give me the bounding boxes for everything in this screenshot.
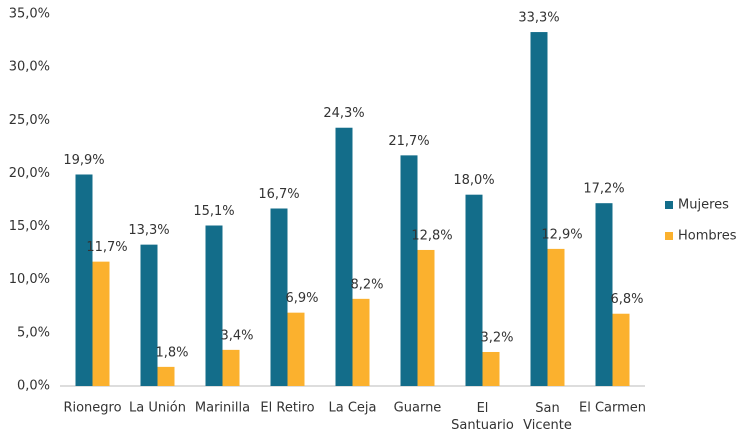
data-label: 12,8% [411, 228, 452, 243]
data-label: 3,2% [480, 330, 513, 345]
data-label: 17,2% [583, 182, 624, 197]
bar [400, 155, 418, 386]
y-tick-label: 30,0% [9, 60, 50, 75]
x-tick-label: Guarne [394, 401, 442, 416]
data-label: 16,7% [258, 187, 299, 202]
y-tick-label: 5,0% [17, 325, 50, 340]
data-label: 13,3% [128, 223, 169, 238]
bar [75, 174, 93, 386]
data-label: 6,8% [610, 292, 643, 307]
y-tick-label: 0,0% [17, 379, 50, 394]
data-label: 15,1% [193, 204, 234, 219]
bar [417, 249, 435, 386]
y-tick-label: 20,0% [9, 166, 50, 181]
data-label: 18,0% [453, 173, 494, 188]
data-label: 12,9% [541, 227, 582, 242]
y-tick-label: 10,0% [9, 272, 50, 287]
y-tick-label: 15,0% [9, 219, 50, 234]
bar [140, 244, 158, 386]
x-tick-label: San Vicente [523, 401, 572, 433]
legend-label: Hombres [678, 229, 737, 244]
bar [92, 261, 110, 386]
legend-swatch [665, 201, 673, 209]
bar [205, 225, 223, 386]
data-label: 21,7% [388, 134, 429, 149]
legend-swatch [665, 232, 673, 240]
data-label: 6,9% [285, 291, 318, 306]
bar [352, 298, 370, 386]
bar [612, 313, 630, 386]
data-label: 33,3% [518, 11, 559, 26]
data-label: 1,8% [155, 345, 188, 360]
bar [547, 248, 565, 386]
data-label: 19,9% [63, 153, 104, 168]
x-tick-label: El Retiro [260, 401, 314, 416]
bar [482, 351, 500, 386]
x-tick-label: La Ceja [329, 401, 377, 416]
bar [335, 127, 353, 387]
x-tick-label: La Unión [129, 401, 186, 416]
legend-label: Mujeres [678, 198, 729, 213]
bar [157, 366, 175, 386]
bar [530, 32, 548, 386]
x-tick-label: Marinilla [195, 401, 250, 416]
x-tick-label: El Carmen [579, 401, 646, 416]
x-tick-label: El Santuario [451, 401, 514, 433]
data-label: 24,3% [323, 106, 364, 121]
data-label: 11,7% [86, 240, 127, 255]
x-tick-label: Rionegro [63, 401, 121, 416]
bar [595, 203, 613, 386]
y-tick-label: 35,0% [9, 7, 50, 22]
data-label: 3,4% [220, 328, 253, 343]
bar [465, 194, 483, 386]
y-tick-label: 25,0% [9, 113, 50, 128]
data-label: 8,2% [350, 277, 383, 292]
bar [222, 349, 240, 386]
bar [287, 312, 305, 386]
bar [270, 208, 288, 386]
